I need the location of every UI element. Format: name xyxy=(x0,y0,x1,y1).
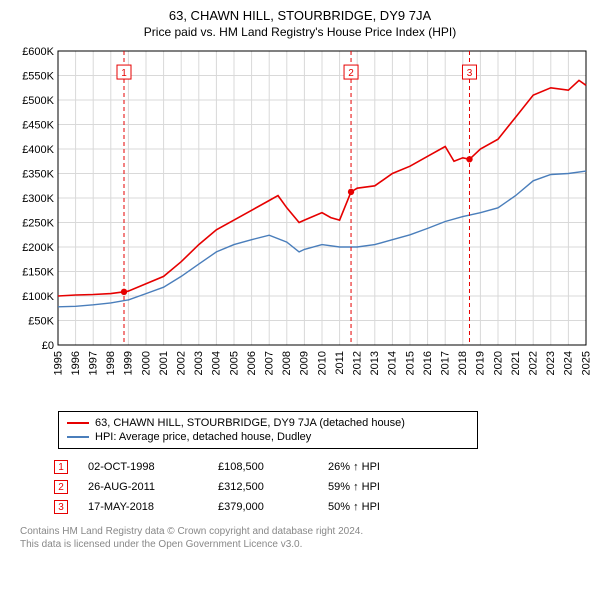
legend-label-hpi: HPI: Average price, detached house, Dudl… xyxy=(95,431,311,443)
footer-note: Contains HM Land Registry data © Crown c… xyxy=(20,525,580,551)
svg-text:1996: 1996 xyxy=(70,351,82,375)
svg-text:1: 1 xyxy=(121,68,127,79)
sales-row-2: 2 26-AUG-2011 £312,500 59% ↑ HPI xyxy=(54,477,590,497)
svg-text:2013: 2013 xyxy=(369,351,381,375)
sales-row-3: 3 17-MAY-2018 £379,000 50% ↑ HPI xyxy=(54,497,590,517)
legend-item-hpi: HPI: Average price, detached house, Dudl… xyxy=(67,430,469,444)
sale-marker-3: 3 xyxy=(54,500,68,514)
sale-pct-3: 50% ↑ HPI xyxy=(328,501,418,513)
footer-line-2: This data is licensed under the Open Gov… xyxy=(20,538,580,551)
svg-text:2004: 2004 xyxy=(211,351,223,375)
sale-date-3: 17-MAY-2018 xyxy=(88,501,198,513)
svg-text:2005: 2005 xyxy=(228,351,240,375)
legend-label-property: 63, CHAWN HILL, STOURBRIDGE, DY9 7JA (de… xyxy=(95,417,405,429)
sales-table: 1 02-OCT-1998 £108,500 26% ↑ HPI 2 26-AU… xyxy=(54,457,590,517)
svg-text:3: 3 xyxy=(467,68,473,79)
svg-text:2014: 2014 xyxy=(387,351,399,375)
svg-text:2008: 2008 xyxy=(281,351,293,375)
svg-text:1999: 1999 xyxy=(123,351,135,375)
svg-text:£400K: £400K xyxy=(22,144,54,156)
sale-date-1: 02-OCT-1998 xyxy=(88,461,198,473)
sale-price-3: £379,000 xyxy=(218,501,308,513)
chart: £0 £50K £100K £150K £200K £250K £300K £350K £400… xyxy=(10,45,590,405)
svg-text:2009: 2009 xyxy=(299,351,311,375)
svg-text:£550K: £550K xyxy=(22,71,54,83)
title-main: 63, CHAWN HILL, STOURBRIDGE, DY9 7JA xyxy=(10,8,590,23)
svg-text:£350K: £350K xyxy=(22,169,54,181)
svg-text:2001: 2001 xyxy=(158,351,170,375)
svg-text:2017: 2017 xyxy=(440,351,452,375)
svg-text:£50K: £50K xyxy=(28,316,54,328)
svg-text:£500K: £500K xyxy=(22,95,54,107)
svg-text:2: 2 xyxy=(348,68,354,79)
svg-text:2010: 2010 xyxy=(316,351,328,375)
svg-text:£0: £0 xyxy=(42,340,54,352)
svg-text:2021: 2021 xyxy=(510,351,522,375)
svg-text:2019: 2019 xyxy=(475,351,487,375)
svg-text:2012: 2012 xyxy=(352,351,364,375)
svg-text:£100K: £100K xyxy=(22,291,54,303)
svg-text:2016: 2016 xyxy=(422,351,434,375)
sale-price-1: £108,500 xyxy=(218,461,308,473)
svg-text:£200K: £200K xyxy=(22,242,54,254)
svg-text:2006: 2006 xyxy=(246,351,258,375)
sale-price-2: £312,500 xyxy=(218,481,308,493)
sales-row-1: 1 02-OCT-1998 £108,500 26% ↑ HPI xyxy=(54,457,590,477)
svg-text:2025: 2025 xyxy=(580,351,590,375)
svg-text:1998: 1998 xyxy=(105,351,117,375)
svg-text:2003: 2003 xyxy=(193,351,205,375)
legend-item-property: 63, CHAWN HILL, STOURBRIDGE, DY9 7JA (de… xyxy=(67,416,469,430)
svg-text:£150K: £150K xyxy=(22,267,54,279)
sale-pct-1: 26% ↑ HPI xyxy=(328,461,418,473)
title-sub: Price paid vs. HM Land Registry's House … xyxy=(10,25,590,39)
svg-text:2022: 2022 xyxy=(528,351,540,375)
legend: 63, CHAWN HILL, STOURBRIDGE, DY9 7JA (de… xyxy=(58,411,478,449)
svg-text:2007: 2007 xyxy=(264,351,276,375)
svg-text:2023: 2023 xyxy=(545,351,557,375)
legend-swatch-hpi xyxy=(67,436,89,438)
chart-container: 63, CHAWN HILL, STOURBRIDGE, DY9 7JA Pri… xyxy=(0,0,600,559)
sale-pct-2: 59% ↑ HPI xyxy=(328,481,418,493)
svg-text:£300K: £300K xyxy=(22,193,54,205)
footer-line-1: Contains HM Land Registry data © Crown c… xyxy=(20,525,580,538)
svg-text:£450K: £450K xyxy=(22,120,54,132)
svg-text:2020: 2020 xyxy=(492,351,504,375)
sale-date-2: 26-AUG-2011 xyxy=(88,481,198,493)
sale-marker-1: 1 xyxy=(54,460,68,474)
legend-swatch-property xyxy=(67,422,89,424)
title-block: 63, CHAWN HILL, STOURBRIDGE, DY9 7JA Pri… xyxy=(10,8,590,39)
svg-text:2011: 2011 xyxy=(334,351,346,375)
svg-text:2002: 2002 xyxy=(175,351,187,375)
svg-text:1997: 1997 xyxy=(87,351,99,375)
svg-text:£250K: £250K xyxy=(22,218,54,230)
chart-svg: £0 £50K £100K £150K £200K £250K £300K £350K £400… xyxy=(10,45,590,405)
svg-text:£600K: £600K xyxy=(22,46,54,58)
svg-text:2018: 2018 xyxy=(457,351,469,375)
svg-text:2015: 2015 xyxy=(404,351,416,375)
svg-text:2000: 2000 xyxy=(140,351,152,375)
sale-marker-2: 2 xyxy=(54,480,68,494)
svg-text:2024: 2024 xyxy=(563,351,575,375)
svg-text:1995: 1995 xyxy=(52,351,64,375)
